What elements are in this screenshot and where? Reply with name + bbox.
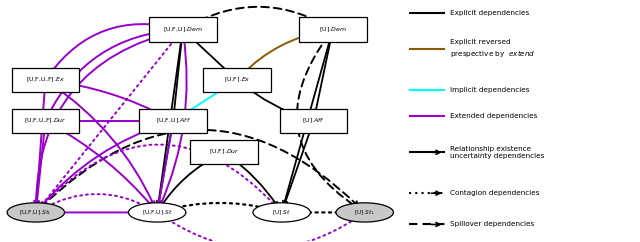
FancyArrowPatch shape xyxy=(50,83,154,205)
Text: Extended dependencies: Extended dependencies xyxy=(450,113,537,119)
FancyArrowPatch shape xyxy=(163,216,357,242)
Text: [U,F,U,F].$Dur$: [U,F,U,F].$Dur$ xyxy=(24,117,67,125)
Text: [U,F,U].$Aff$: [U,F,U].$Aff$ xyxy=(156,117,191,125)
FancyArrowPatch shape xyxy=(41,130,358,208)
FancyArrowPatch shape xyxy=(42,194,149,209)
FancyArrowPatch shape xyxy=(284,126,312,205)
Text: [U,F].$Dur$: [U,F].$Dur$ xyxy=(209,148,239,157)
FancyArrowPatch shape xyxy=(51,81,166,117)
Text: Relationship existence
uncertainty dependencies: Relationship existence uncertainty depen… xyxy=(450,145,544,159)
FancyArrowPatch shape xyxy=(157,35,182,205)
FancyBboxPatch shape xyxy=(12,109,79,133)
FancyArrowPatch shape xyxy=(172,35,182,113)
Text: [U,F,U].$Dem$: [U,F,U].$Dem$ xyxy=(163,25,203,34)
FancyArrowPatch shape xyxy=(41,123,168,206)
Text: [U].$Dem$: [U].$Dem$ xyxy=(319,25,347,34)
FancyArrowPatch shape xyxy=(50,24,177,74)
FancyBboxPatch shape xyxy=(149,17,216,42)
FancyArrowPatch shape xyxy=(243,30,327,75)
FancyArrowPatch shape xyxy=(228,156,278,206)
FancyArrowPatch shape xyxy=(51,124,152,206)
FancyBboxPatch shape xyxy=(140,109,207,133)
Ellipse shape xyxy=(129,203,186,222)
Text: [U].$St_L$: [U].$St_L$ xyxy=(354,208,375,217)
FancyArrowPatch shape xyxy=(297,35,357,207)
FancyArrowPatch shape xyxy=(283,35,332,205)
FancyArrowPatch shape xyxy=(180,83,232,117)
Text: [U,F,U,F].$Ex$: [U,F,U,F].$Ex$ xyxy=(26,76,65,84)
FancyBboxPatch shape xyxy=(280,109,348,133)
FancyArrowPatch shape xyxy=(314,35,332,113)
FancyBboxPatch shape xyxy=(299,17,367,42)
Text: Spillover dependencies: Spillover dependencies xyxy=(450,221,534,227)
Ellipse shape xyxy=(336,203,394,222)
Text: Explicit dependencies: Explicit dependencies xyxy=(450,10,529,16)
FancyArrowPatch shape xyxy=(241,83,307,119)
FancyArrowPatch shape xyxy=(35,86,45,205)
FancyArrowPatch shape xyxy=(164,203,273,211)
FancyArrowPatch shape xyxy=(157,127,172,205)
FancyArrowPatch shape xyxy=(49,30,177,114)
Text: [U].$St$: [U].$St$ xyxy=(272,208,291,217)
FancyArrowPatch shape xyxy=(34,31,177,205)
Text: [U,F,U].$St$: [U,F,U].$St$ xyxy=(141,208,173,217)
FancyArrowPatch shape xyxy=(42,35,179,205)
FancyArrowPatch shape xyxy=(51,119,165,123)
FancyArrowPatch shape xyxy=(189,7,325,26)
FancyBboxPatch shape xyxy=(190,140,258,164)
Text: [U].$Aff$: [U].$Aff$ xyxy=(302,117,325,125)
Text: Explicit reversed
prespective by  $\it{extend}$: Explicit reversed prespective by $\it{ex… xyxy=(450,39,535,59)
FancyArrowPatch shape xyxy=(291,210,358,215)
Text: Implicit dependencies: Implicit dependencies xyxy=(450,87,529,93)
FancyBboxPatch shape xyxy=(203,68,271,92)
FancyArrowPatch shape xyxy=(35,127,45,205)
FancyArrowPatch shape xyxy=(161,155,220,206)
FancyArrowPatch shape xyxy=(157,127,172,205)
FancyArrowPatch shape xyxy=(43,211,148,214)
Ellipse shape xyxy=(7,203,65,222)
FancyArrowPatch shape xyxy=(160,35,187,205)
FancyBboxPatch shape xyxy=(12,68,79,92)
Ellipse shape xyxy=(253,203,310,222)
Text: Contagion dependencies: Contagion dependencies xyxy=(450,190,539,196)
FancyArrowPatch shape xyxy=(40,144,275,207)
FancyArrowPatch shape xyxy=(187,33,232,75)
Text: [U,F,U].$St_L$: [U,F,U].$St_L$ xyxy=(19,208,52,217)
Text: [U,F].$Ex$: [U,F].$Ex$ xyxy=(223,76,250,84)
